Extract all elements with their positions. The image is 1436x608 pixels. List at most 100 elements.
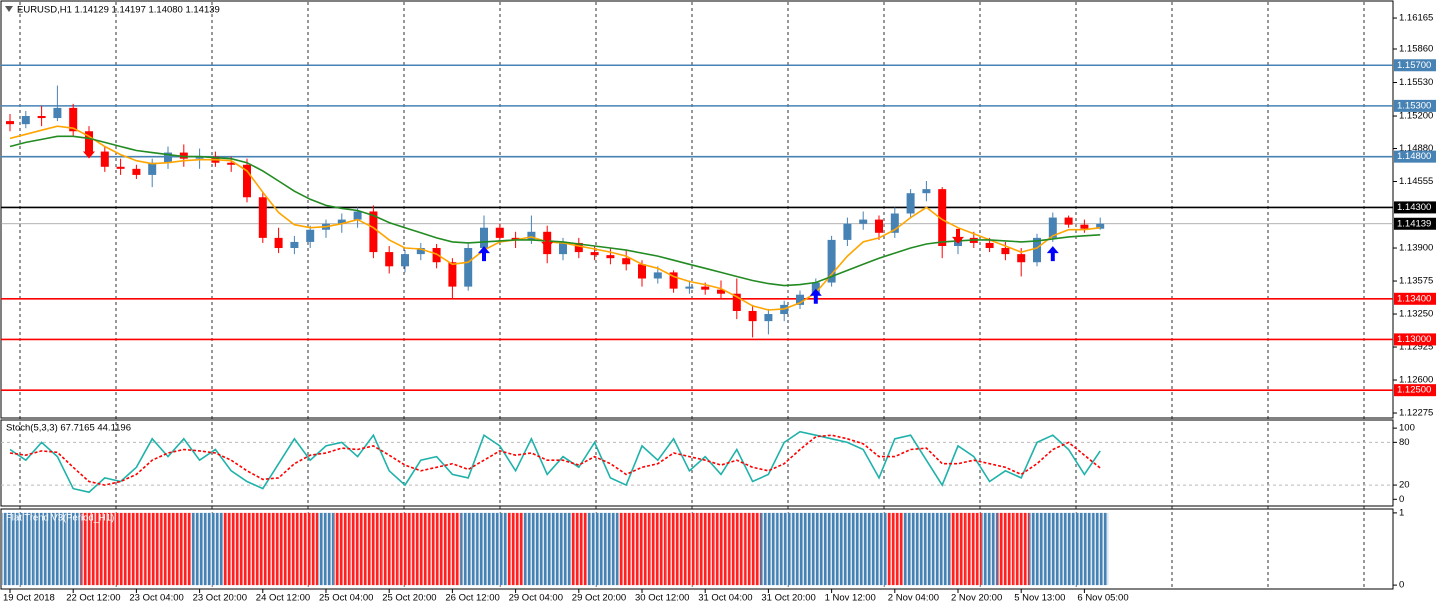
buy-arrow <box>809 288 822 304</box>
x-tick-label: 2 Nov 04:00 <box>888 593 939 604</box>
x-tick-label: 2 Nov 20:00 <box>951 593 1002 604</box>
y-tick-label: 0 <box>1399 494 1404 505</box>
x-tick-label: 23 Oct 04:00 <box>129 593 183 604</box>
candle-body <box>369 211 378 253</box>
level-box <box>1394 333 1436 346</box>
candle-body <box>480 227 488 249</box>
candle-body <box>132 168 141 175</box>
candle-body <box>764 314 773 322</box>
candle-body <box>116 166 125 169</box>
panel-title: Stoch(5,3,3) 67.7165 44.1196 <box>6 423 131 434</box>
candle-body <box>195 156 204 159</box>
time-grid <box>19 2 1365 589</box>
candle-body <box>938 189 947 246</box>
level-label: 1.12500 <box>1397 385 1431 396</box>
oscillator-line <box>9 430 1101 494</box>
level-label: 1.15300 <box>1397 100 1431 111</box>
y-tick-label: 1.13900 <box>1399 243 1433 254</box>
y-tick-label: 1 <box>1399 507 1404 518</box>
candle-body <box>875 219 883 233</box>
candle-body <box>1064 217 1073 225</box>
candle-body <box>416 248 425 255</box>
candle-body <box>69 107 78 132</box>
level-label: 1.15700 <box>1397 60 1431 71</box>
candle-body <box>701 286 710 290</box>
candle-body <box>527 231 536 240</box>
y-tick-label: 1.12275 <box>1399 408 1433 419</box>
y-tick-label: 1.15860 <box>1399 44 1433 55</box>
x-tick-label: 25 Oct 04:00 <box>319 593 373 604</box>
candle-body <box>590 252 599 256</box>
candle-body <box>1096 223 1105 229</box>
x-tick-label: 30 Oct 12:00 <box>635 593 689 604</box>
level-box <box>1394 384 1436 397</box>
level-box <box>1394 150 1436 163</box>
y-tick-label: 80 <box>1399 437 1410 448</box>
level-label: 1.13400 <box>1397 293 1431 304</box>
x-tick-label: 26 Oct 12:00 <box>445 593 499 604</box>
level-label: 1.14300 <box>1397 202 1431 213</box>
y-tick-label: 1.15200 <box>1399 111 1433 122</box>
moving-average <box>9 125 1101 311</box>
candle-body <box>448 262 457 287</box>
candle-body <box>638 264 646 279</box>
y-tick-label: 1.14555 <box>1399 176 1433 187</box>
candle-body <box>432 248 441 263</box>
symbol-icon <box>5 6 13 12</box>
candle-body <box>827 239 836 283</box>
x-tick-label: 24 Oct 12:00 <box>256 593 310 604</box>
x-tick-label: 29 Oct 20:00 <box>572 593 626 604</box>
candle-body <box>464 248 473 287</box>
candle-body <box>843 223 852 240</box>
level-box <box>1394 59 1436 72</box>
candle-body <box>21 116 30 125</box>
candle-body <box>732 293 741 311</box>
candle-body <box>811 282 820 295</box>
bar-stripes <box>1 510 1117 588</box>
candle-body <box>574 242 583 253</box>
candle-body <box>1048 217 1057 238</box>
x-tick-label: 1 Nov 12:00 <box>825 593 876 604</box>
buy-arrow <box>1046 246 1059 262</box>
y-tick-label: 0 <box>1399 580 1404 591</box>
candle-body <box>53 107 62 119</box>
level-box <box>1394 292 1436 305</box>
panel-title: Flat Trend V3(Period_H1) <box>6 513 114 524</box>
candle-body <box>685 286 694 289</box>
sell-arrow <box>952 228 964 244</box>
candle-body <box>1080 224 1089 229</box>
x-tick-label: 25 Oct 20:00 <box>382 593 436 604</box>
y-tick-label: 1.16165 <box>1399 13 1433 24</box>
candle-body <box>337 219 346 224</box>
candle-body <box>258 197 267 238</box>
level-label: 1.14800 <box>1397 151 1431 162</box>
candle-body <box>1033 237 1041 263</box>
candle-body <box>717 289 725 294</box>
candle-body <box>164 152 172 163</box>
candle-body <box>290 241 299 249</box>
candle-body <box>669 272 678 289</box>
candle-body <box>495 227 504 238</box>
y-tick-label: 1.13250 <box>1399 309 1433 320</box>
candle-body <box>100 151 109 167</box>
candle-body <box>353 211 362 220</box>
y-tick-label: 20 <box>1399 480 1410 491</box>
candle-body <box>1001 248 1010 255</box>
candle-body <box>906 193 915 214</box>
sell-arrow <box>83 143 95 159</box>
candle-body <box>179 152 188 159</box>
candle-body <box>274 237 283 249</box>
level-label: 1.13000 <box>1397 334 1431 345</box>
candle-body <box>859 219 868 224</box>
candle-body <box>385 252 394 267</box>
x-tick-label: 22 Oct 12:00 <box>66 593 120 604</box>
candle-body <box>85 131 93 152</box>
last-price-label: 1.14139 <box>1397 218 1431 229</box>
x-tick-label: 31 Oct 20:00 <box>761 593 815 604</box>
chart-title: EURUSD,H1 1.14129 1.14197 1.14080 1.1413… <box>17 5 220 16</box>
candle-body <box>890 213 899 233</box>
candle-body <box>6 121 14 125</box>
